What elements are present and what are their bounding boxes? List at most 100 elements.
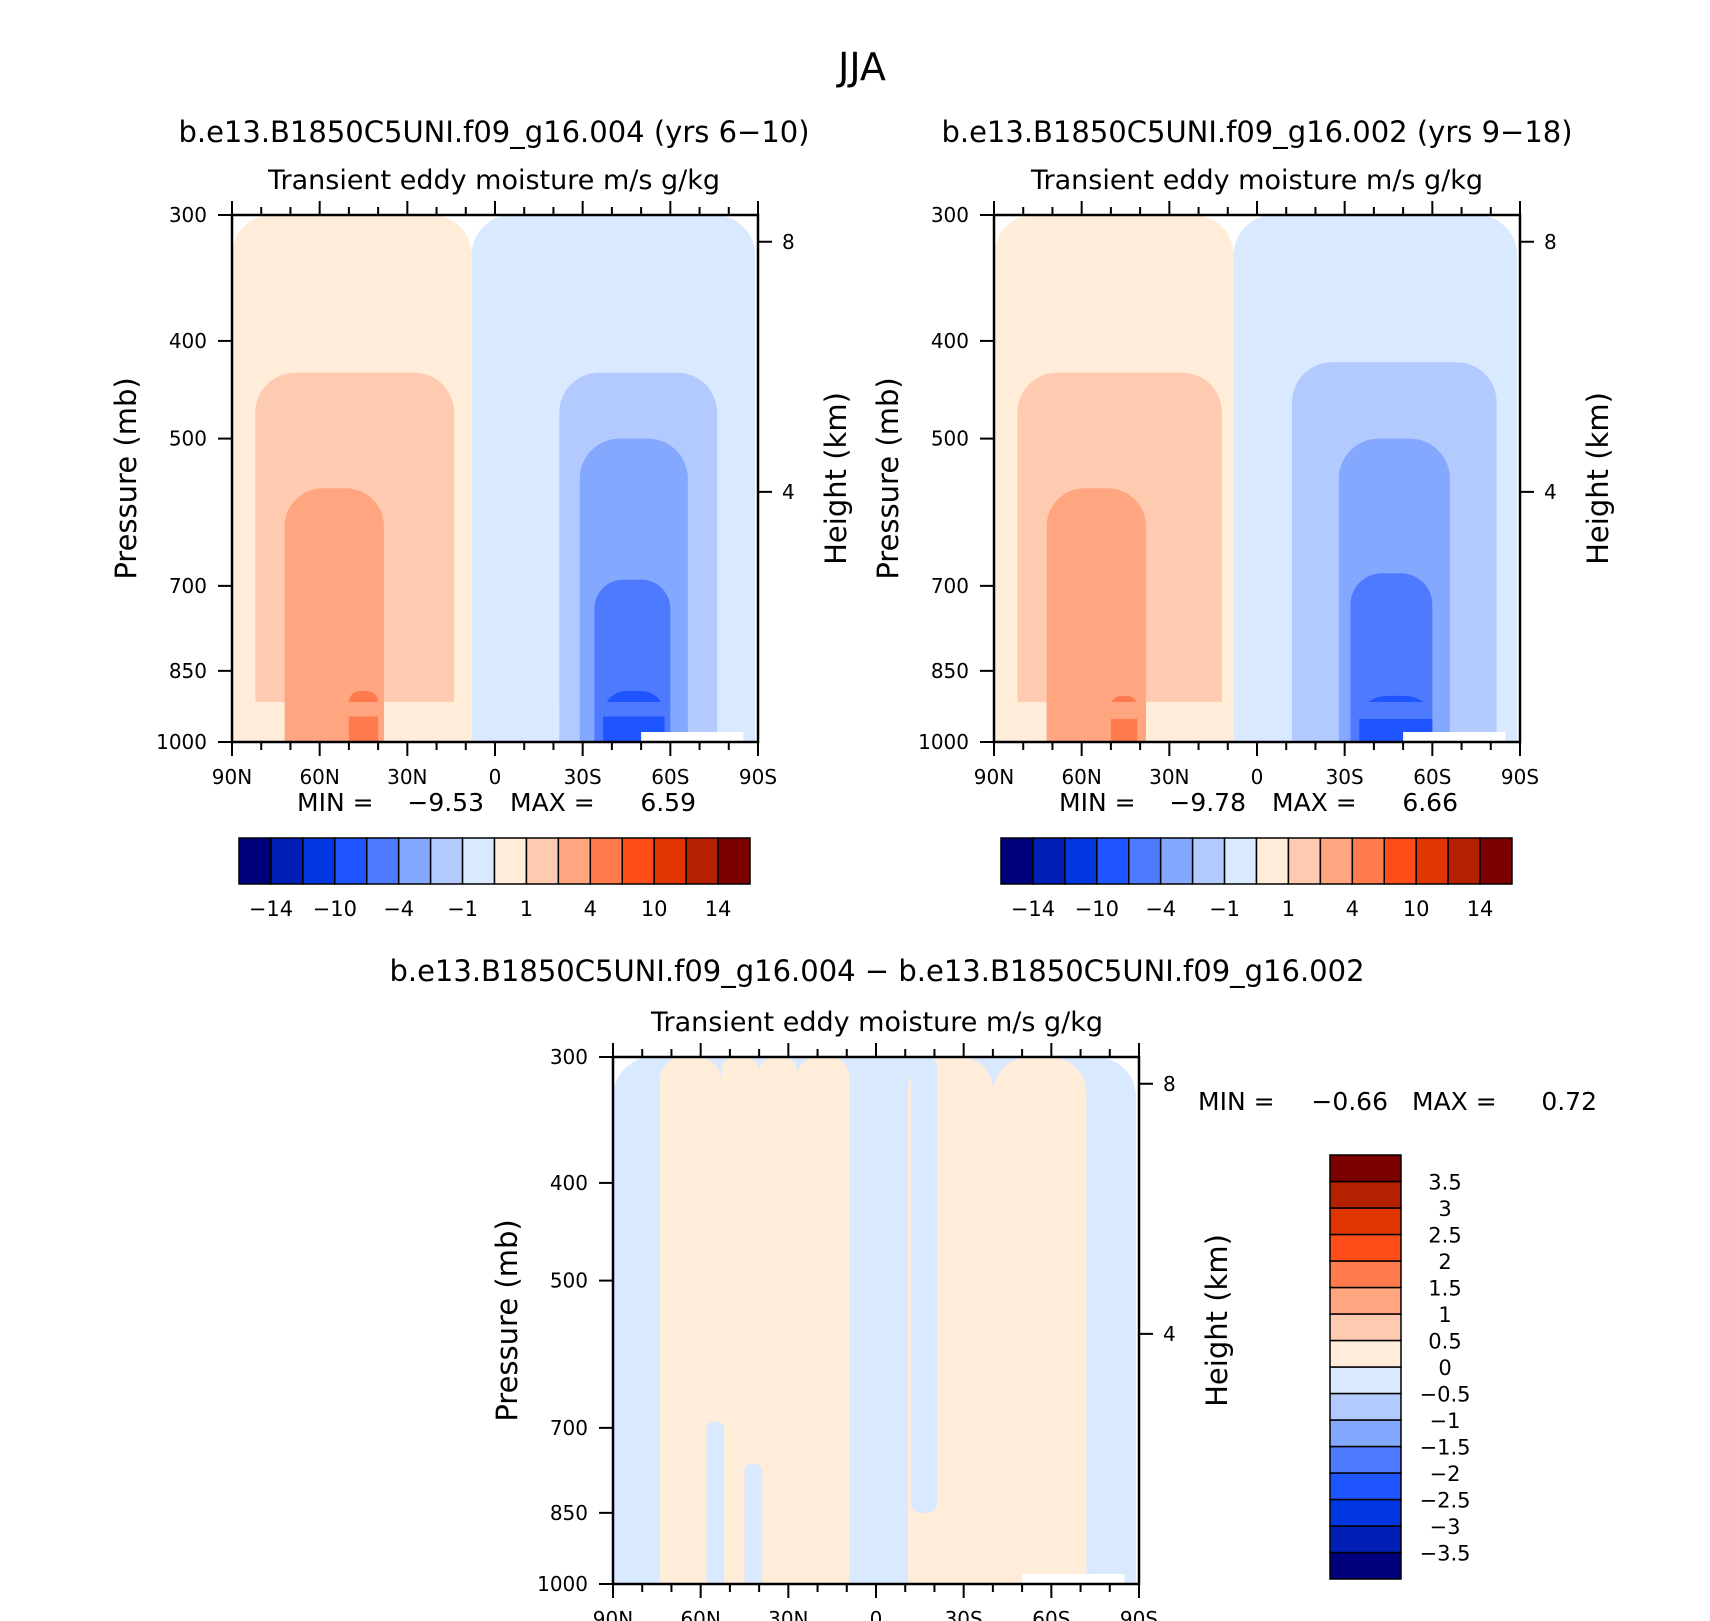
panel-diff-ytick-label: 400 [550,1171,588,1195]
panel-a-stats: MIN = −9.53 MAX = 6.59 [297,788,696,817]
panel-diff-xtick-label: 0 [870,1607,883,1621]
season-title: JJA [836,45,886,89]
panel-b-xtick-label: 30S [1326,765,1364,789]
panel-b-max-value: 6.66 [1402,788,1458,817]
panel-b-xtick-label: 0 [1251,765,1264,789]
panel-diff-xtick-label: 90S [1120,1607,1158,1621]
panel-a-colorbar-box [366,837,400,885]
panel-diff-colorbar-label: −3.5 [1420,1542,1471,1566]
panel-a-colorbar-box [397,837,432,885]
panel-diff-colorbar-box [1329,1313,1402,1342]
panel-b-colorbar-box [1383,837,1417,885]
panel-diff-colorbar-label: 1 [1438,1303,1451,1327]
panel-diff-ytick-label: 850 [550,1501,588,1525]
panel-diff-title: b.e13.B1850C5UNI.f09_g16.004 − b.e13.B18… [389,954,1364,988]
panel-a-xtick-label: 0 [489,765,502,789]
panel-diff-colorbar-box [1329,1472,1402,1501]
panel-diff-colorbar-box [1329,1207,1402,1236]
panel-b-missing-strip [1403,732,1506,742]
panel-diff-region-1 [659,1057,722,1584]
panel-a-colorbar-box [429,837,464,885]
panel-diff-max-value: 0.72 [1541,1087,1597,1116]
panel-a-colorbar-box [717,837,751,885]
panel-a-colorbar-label: 1 [520,897,533,921]
panel-diff-colorbar-box [1329,1445,1402,1474]
panel-b-colorbar-box [1255,837,1290,885]
panel-a-region-base-4 [348,716,379,742]
panel-diff-y2label: Height (km) [1200,1234,1234,1407]
panel-b-xtick-label: 60N [1061,765,1101,789]
panel-b-colorbar-box [1447,837,1481,885]
panel-a-colorbar-box [557,837,592,885]
panel-a-region-3 [284,488,384,742]
panel-a-xtick-label: 30N [387,765,427,789]
panel-diff-region-base-4 [797,1544,850,1584]
panel-diff-colorbar-label: 2.5 [1428,1224,1461,1248]
panel-b-colorbar-box [1479,837,1513,885]
panel-a-colorbar-box [334,837,368,885]
panel-a-colorbar-label: −10 [313,897,357,921]
panel-diff-colorbar-label: −2.5 [1420,1489,1471,1513]
panel-b-colorbar-label: 14 [1467,897,1494,921]
panel-a-y2label: Height (km) [819,392,853,565]
panel-diff-missing-strip [1022,1574,1125,1584]
panel-diff-axes: 90N 60N 30N 0 30S 60S 90S 300 400 500 700 850 1000 8 4 [537,1043,1176,1621]
panel-diff-subtitle: Transient eddy moisture m/s g/kg [650,1007,1103,1038]
panel-diff-xtick-label: 60N [680,1607,720,1621]
panel-a-ytick-label: 400 [169,329,207,353]
panel-a-colorbar-label: 14 [705,897,732,921]
panel-b-colorbar-label: −10 [1075,897,1119,921]
panel-a-axes: 90N 60N 30N 0 30S 60S 90S 300 400 500 700 850 1000 8 4 [156,201,795,789]
panel-a-y2tick-label: 8 [782,230,795,254]
panel-diff-region-7 [706,1421,725,1584]
panel-diff-ylabel: Pressure (mb) [490,1219,524,1421]
panel-b-ytick-label: 500 [931,427,969,451]
panel-a-ytick-label: 300 [169,203,207,227]
panel-b-max-label: MAX = [1272,788,1357,817]
panel-a-ytick-label: 500 [169,427,207,451]
panel-diff-colorbar-label: −0.5 [1420,1383,1471,1407]
panel-diff-colorbar-label: 0.5 [1428,1330,1461,1354]
panel-a-ylabel: Pressure (mb) [109,377,143,579]
panel-b-colorbar-box [1287,837,1322,885]
panel-diff-colorbar-box [1329,1551,1402,1580]
panel-b-ytick-label: 300 [931,203,969,227]
panel-b-colorbar-box [1096,837,1130,885]
panel-a-colorbar-label: −14 [249,897,293,921]
panel-diff-xtick-label: 60S [1032,1607,1070,1621]
panel-a-colorbar-box [302,837,336,885]
panel-diff-region-base-3 [759,1544,798,1584]
panel-b-title: b.e13.B1850C5UNI.f09_g16.002 (yrs 9−18) [941,115,1572,149]
panel-b-ytick-label: 700 [931,574,969,598]
panel-diff-ytick-label: 300 [550,1045,588,1069]
panel-diff-region-9 [911,1057,938,1513]
panel-diff-ytick-label: 500 [550,1269,588,1293]
panel-b-ytick-label: 850 [931,659,969,683]
panel-b-colorbar-label: −14 [1011,897,1055,921]
panel-a-ytick-label: 1000 [156,730,207,754]
panel-diff-colorbar-box [1329,1154,1402,1183]
panel-a-title: b.e13.B1850C5UNI.f09_g16.004 (yrs 6−10) [178,115,809,149]
panel-b-xtick-label: 60S [1413,765,1451,789]
panel-diff: b.e13.B1850C5UNI.f09_g16.004 − b.e13.B18… [389,954,1597,1621]
panel-diff-region-base-5 [908,1544,993,1584]
panel-diff-min-label: MIN = [1198,1087,1275,1116]
panel-diff-colorbar-box [1329,1392,1402,1421]
panel-a-colorbar-box [525,837,560,885]
panel-a-colorbar-box [589,837,623,885]
panel-a-colorbar-label: 10 [641,897,668,921]
panel-a-colorbar-box [270,837,304,885]
panel-diff-y2tick-label: 4 [1163,1322,1176,1346]
panel-b-colorbar: −14 −10 −4 −1 1 4 10 14 [1000,837,1513,921]
panel-b: b.e13.B1850C5UNI.f09_g16.002 (yrs 9−18) … [871,115,1615,921]
panel-diff-region-base-8 [744,1544,763,1584]
panel-b-axes: 90N 60N 30N 0 30S 60S 90S 300 400 500 700 850 1000 8 4 [918,201,1557,789]
panel-a-colorbar-box [653,837,687,885]
panel-diff-stats: MIN = −0.66 MAX = 0.72 [1198,1087,1597,1116]
panel-a-colorbar-label: −1 [447,897,478,921]
panel-b-subtitle: Transient eddy moisture m/s g/kg [1030,165,1483,196]
panel-a-colorbar-box [461,837,496,885]
panel-a-xtick-label: 60N [299,765,339,789]
panel-a-max-value: 6.59 [640,788,696,817]
